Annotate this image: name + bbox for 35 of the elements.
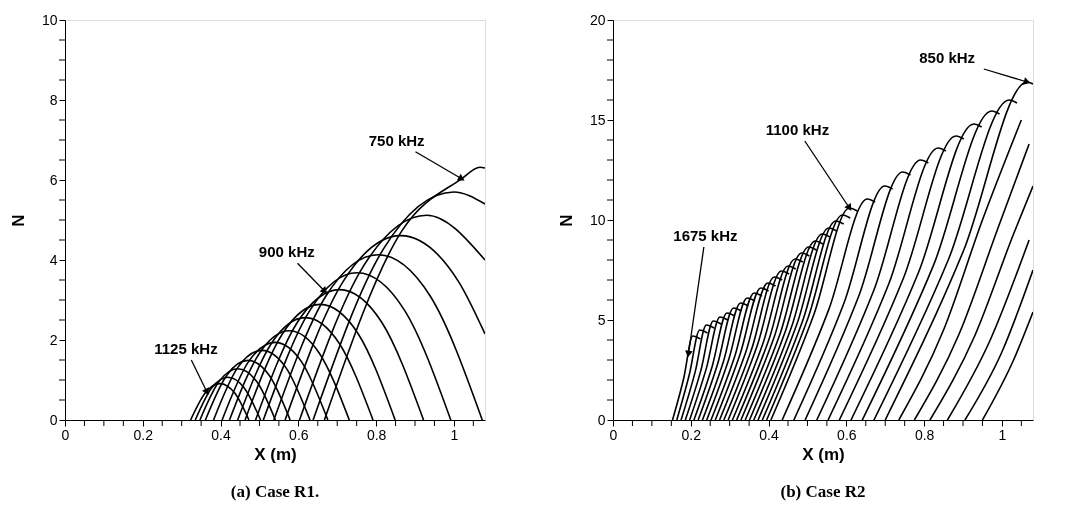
x-tick-label: 0.4	[211, 426, 231, 443]
annotation: 750 kHz	[368, 131, 425, 149]
text: (b) Case R2	[780, 482, 866, 501]
annotation: 1675 kHz	[673, 227, 738, 244]
annotation: 1100 kHz	[765, 121, 830, 138]
y-axis-title: N	[8, 214, 28, 227]
y-tick-label: 15	[589, 111, 606, 128]
annotation: 900 kHz	[258, 243, 315, 261]
x-axis-title: X (m)	[802, 444, 845, 464]
y-tick-label: 4	[49, 251, 58, 268]
x-tick-label: 0.2	[133, 426, 154, 443]
y-tick-label: 10	[41, 11, 58, 28]
x-tick-label: 1	[998, 426, 1007, 443]
y-tick-label: 8	[49, 91, 58, 108]
x-tick-label: 0.8	[366, 426, 387, 443]
annotation: 1125 kHz	[154, 340, 218, 357]
x-tick-label: 0	[609, 426, 618, 443]
x-tick-label: 0.8	[914, 426, 935, 443]
y-tick-label: 0	[597, 411, 606, 428]
x-tick-label: 0.6	[289, 426, 309, 443]
y-tick-label: 6	[49, 171, 58, 188]
y-tick-label: 5	[597, 311, 606, 328]
x-tick-label: 0.4	[759, 426, 779, 443]
y-tick-label: 20	[589, 11, 606, 28]
y-axis-title: N	[556, 214, 576, 227]
x-tick-label: 0.6	[837, 426, 857, 443]
annotation: 850 kHz	[919, 49, 976, 66]
x-axis-title: X (m)	[254, 444, 297, 464]
text: (a) Case R1.	[230, 482, 320, 501]
x-tick-label: 1	[450, 426, 459, 443]
y-tick-label: 10	[589, 211, 606, 228]
x-tick-label: 0	[61, 426, 70, 443]
x-tick-label: 0.2	[681, 426, 702, 443]
y-tick-label: 2	[49, 331, 58, 348]
y-tick-label: 0	[49, 411, 58, 428]
